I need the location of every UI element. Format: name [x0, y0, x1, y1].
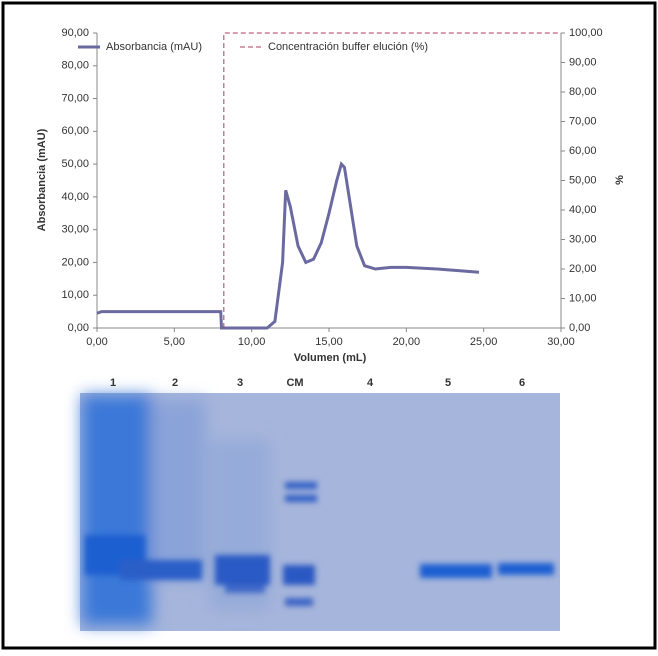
y2-tick-label: 40,00	[569, 204, 597, 216]
lane-label: 6	[519, 377, 525, 389]
gel-band	[498, 563, 554, 575]
lane-label: 5	[445, 377, 451, 389]
gel-band	[215, 555, 270, 585]
lane-label: 4	[367, 377, 374, 389]
chart: Volumen (mL) Absorbancia (mAU) % 0,00 5,0…	[36, 27, 626, 364]
x-tick-label: 10,00	[238, 336, 266, 348]
y-tick-label: 40,00	[61, 191, 89, 203]
y-tick-label: 90,00	[61, 27, 89, 39]
lane-label: 3	[237, 377, 243, 389]
y-tick-label: 60,00	[61, 125, 89, 137]
x-tick-label: 5,00	[164, 336, 185, 348]
gel-band	[285, 482, 317, 489]
y-tick-label: 70,00	[61, 92, 89, 104]
gel: 1 2 3 CM 4 5 6	[80, 377, 560, 631]
x-tick-label: 30,00	[547, 336, 575, 348]
gel-band	[120, 560, 202, 580]
y-tick-label: 20,00	[61, 256, 89, 268]
y2-axis-label: %	[614, 175, 626, 185]
gel-band	[285, 495, 317, 502]
y-axis-label: Absorbancia (mAU)	[36, 128, 48, 231]
y2-tick-label: 20,00	[569, 263, 597, 275]
gel-smear	[82, 395, 152, 625]
y-tick-label: 50,00	[61, 158, 89, 170]
lane-label: 2	[172, 377, 178, 389]
y2-tick-label: 100,00	[569, 27, 603, 39]
y-tick-label: 0,00	[68, 322, 89, 334]
legend-label: Absorbancia (mAU)	[106, 41, 202, 53]
y2-tick-label: 50,00	[569, 174, 597, 186]
y2-tick-label: 60,00	[569, 145, 597, 157]
gel-smear	[150, 400, 205, 580]
y2-tick-label: 30,00	[569, 233, 597, 245]
y-tick-label: 10,00	[61, 289, 89, 301]
x-tick-label: 25,00	[470, 336, 498, 348]
legend-label: Concentración buffer elución (%)	[268, 41, 428, 53]
series-line	[96, 161, 480, 330]
y-tick-label: 80,00	[61, 60, 89, 72]
gel-band	[225, 585, 265, 593]
y2-tick-label: 10,00	[569, 292, 597, 304]
x-axis-label: Volumen (mL)	[294, 352, 367, 364]
y2-tick-label: 0,00	[569, 322, 590, 334]
x-tick-label: 20,00	[393, 336, 421, 348]
gel-band	[420, 564, 492, 578]
gel-band	[285, 598, 313, 606]
lane-label: CM	[286, 377, 303, 389]
gel-band	[283, 565, 315, 585]
y-tick-label: 30,00	[61, 224, 89, 236]
x-tick-label: 15,00	[315, 336, 343, 348]
y2-tick-label: 80,00	[569, 86, 597, 98]
y2-tick-label: 70,00	[569, 115, 597, 127]
y2-tick-label: 90,00	[569, 56, 597, 68]
x-tick-label: 0,00	[86, 336, 107, 348]
lane-label: 1	[110, 377, 116, 389]
series-line	[223, 32, 561, 328]
